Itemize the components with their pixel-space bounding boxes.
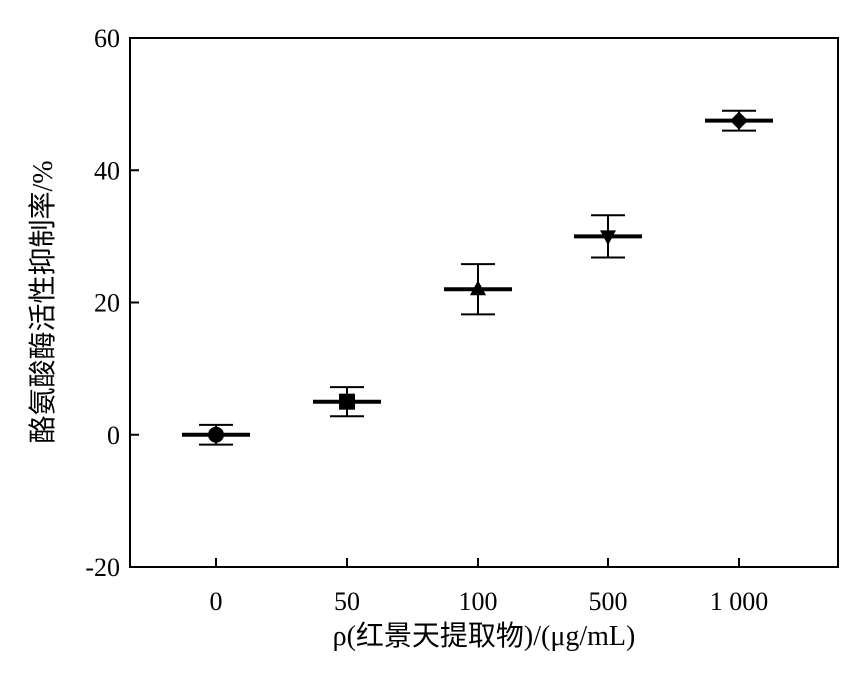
data-point-diamond — [730, 111, 748, 130]
x-tick-label: 50 — [334, 587, 360, 616]
data-point-triangle-down — [600, 230, 616, 246]
y-tick-label: 20 — [94, 289, 120, 318]
x-tick-label: 1 000 — [710, 587, 769, 616]
data-point-circle — [208, 426, 224, 443]
y-tick-label: 60 — [94, 24, 120, 53]
tick-labels: -20 0 20 40 60 0 50 100 500 1 000 — [85, 24, 768, 616]
data-marks — [182, 109, 773, 446]
x-tick-label: 0 — [210, 587, 223, 616]
ticks — [130, 37, 740, 568]
x-tick-label: 100 — [459, 587, 498, 616]
y-axis-title: 酪氨酸酶活性抑制率/% — [27, 160, 59, 443]
data-point-square — [339, 393, 355, 410]
y-tick-label: 40 — [94, 156, 120, 185]
y-tick-label: -20 — [85, 553, 120, 582]
x-axis-title: ρ(红景天提取物)/(μg/mL) — [333, 620, 636, 652]
x-tick-label: 500 — [589, 587, 628, 616]
y-tick-label: 0 — [107, 421, 120, 450]
plot-frame — [129, 37, 839, 568]
data-point-triangle-up — [470, 280, 486, 296]
